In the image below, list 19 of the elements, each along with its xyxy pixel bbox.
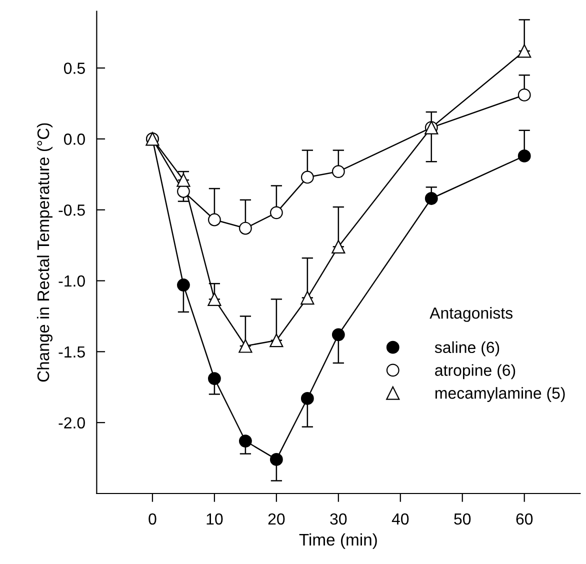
x-tick-label: 60: [516, 513, 533, 525]
x-axis-title: Time (min): [299, 533, 377, 549]
y-tick-label: -2.0: [58, 417, 85, 429]
x-tick-label: 20: [268, 513, 285, 525]
y-tick-label: 0.0: [64, 134, 85, 145]
legend-label: saline (6): [434, 341, 500, 356]
legend-title: Antagonists: [430, 306, 512, 322]
y-tick-label: -0.5: [58, 204, 85, 216]
y-axis-title: Change in Rectal Temperature (°C): [36, 123, 53, 382]
x-tick-label: 10: [206, 513, 223, 525]
y-tick-label: -1.0: [58, 275, 85, 287]
x-tick-label: 50: [454, 513, 471, 525]
y-tick-label: -1.5: [58, 346, 85, 358]
x-tick-label: 0: [148, 513, 156, 525]
legend-label: mecamylamine (5): [435, 387, 565, 402]
legend-label: atropine (6): [435, 364, 516, 380]
x-tick-label: 40: [392, 513, 409, 525]
x-tick-label: 30: [330, 513, 347, 525]
y-tick-label: 0.5: [64, 62, 85, 74]
